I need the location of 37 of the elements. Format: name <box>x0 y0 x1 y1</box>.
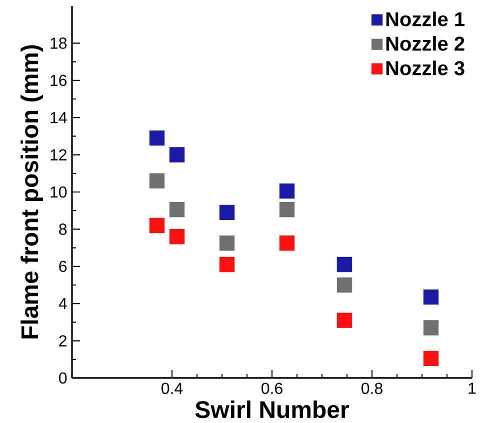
y-tick-label: 16 <box>50 74 67 86</box>
y-tick-label: 14 <box>50 112 67 124</box>
x-tick-label: 1 <box>468 382 476 394</box>
legend-label: Nozzle 3 <box>386 60 464 76</box>
point <box>169 202 185 218</box>
x-tick-label: 0.8 <box>362 382 382 394</box>
point <box>169 147 185 162</box>
y-tick-label: 2 <box>59 335 66 346</box>
y-tick-label: 0 <box>59 372 67 384</box>
point <box>279 202 295 218</box>
point <box>219 236 235 251</box>
y-tick-label: 8 <box>59 224 67 235</box>
legend-label: Nozzle 1 <box>386 12 464 26</box>
legend-label: Nozzle 2 <box>386 36 464 51</box>
point <box>279 236 295 251</box>
point <box>279 183 295 199</box>
point <box>169 229 185 244</box>
point <box>219 204 235 220</box>
y-tick-label: 18 <box>50 38 67 49</box>
point <box>423 320 439 336</box>
y-tick-label: 6 <box>59 260 67 272</box>
point <box>149 173 165 188</box>
y-tick-label: 10 <box>50 186 67 198</box>
point <box>149 218 165 234</box>
point <box>423 350 439 366</box>
x-tick-label: 0.4 <box>162 382 183 394</box>
point <box>219 256 235 272</box>
point <box>336 312 352 328</box>
point <box>336 256 352 272</box>
y-axis-title: Flame front position (mm) <box>20 45 43 338</box>
y-tick-label: 4 <box>58 298 67 310</box>
x-tick-label: 0.6 <box>262 382 282 394</box>
point <box>423 289 439 305</box>
point <box>336 277 352 293</box>
x-axis-title: Swirl Number <box>195 400 349 418</box>
y-tick-label: 12 <box>50 149 66 160</box>
point <box>149 130 165 146</box>
